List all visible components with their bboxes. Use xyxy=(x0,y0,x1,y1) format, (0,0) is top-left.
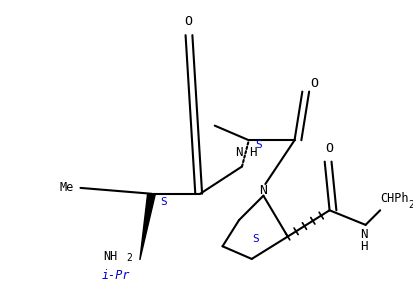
Text: N: N xyxy=(259,184,267,197)
Text: 2: 2 xyxy=(408,200,413,210)
Text: O: O xyxy=(185,15,192,28)
Text: CHPh: CHPh xyxy=(380,192,409,205)
Text: N: N xyxy=(235,146,243,159)
Text: i-Pr: i-Pr xyxy=(101,269,130,282)
Text: 2: 2 xyxy=(126,253,132,263)
Text: S: S xyxy=(160,197,166,206)
Text: O: O xyxy=(310,77,318,90)
Text: N: N xyxy=(360,228,368,241)
Text: NH: NH xyxy=(103,249,117,263)
Text: S: S xyxy=(255,140,262,150)
Text: H: H xyxy=(360,240,368,253)
Text: O: O xyxy=(325,143,334,156)
Text: Me: Me xyxy=(60,181,74,195)
Text: S: S xyxy=(252,234,259,244)
Polygon shape xyxy=(140,194,155,260)
Text: H: H xyxy=(249,146,256,159)
